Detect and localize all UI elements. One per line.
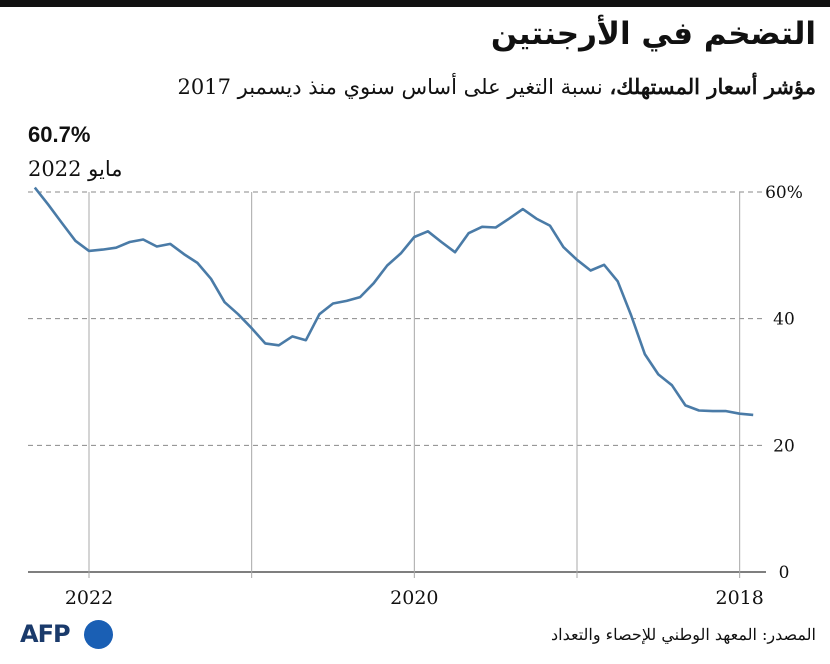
top-bar (0, 0, 830, 7)
subtitle-rest: نسبة التغير على أساس سنوي منذ ديسمبر 201… (177, 75, 610, 99)
chart-subtitle: مؤشر أسعار المستهلك، نسبة التغير على أسا… (178, 74, 817, 99)
y-tick-label: 0 (779, 563, 790, 583)
x-tick-label: 2022 (65, 587, 113, 609)
y-tick-label: 20 (773, 436, 795, 456)
logo-dot (84, 620, 113, 649)
x-tick-label: 2018 (715, 587, 763, 609)
y-tick-label: 40 (773, 310, 795, 330)
inflation-line (33, 186, 754, 417)
y-tick-label: 60% (765, 183, 803, 203)
source-note: المصدر: المعهد الوطني للإحصاء والتعداد (551, 625, 816, 644)
x-tick-label: 2020 (390, 587, 438, 609)
subtitle-bold: مؤشر أسعار المستهلك، (609, 74, 816, 99)
logo-text: AFP (20, 620, 71, 648)
chart-title: التضخم في الأرجنتين (490, 16, 816, 52)
latest-date-label: مايو 2022 (28, 157, 123, 181)
latest-value-label: 60.7% (28, 122, 91, 147)
